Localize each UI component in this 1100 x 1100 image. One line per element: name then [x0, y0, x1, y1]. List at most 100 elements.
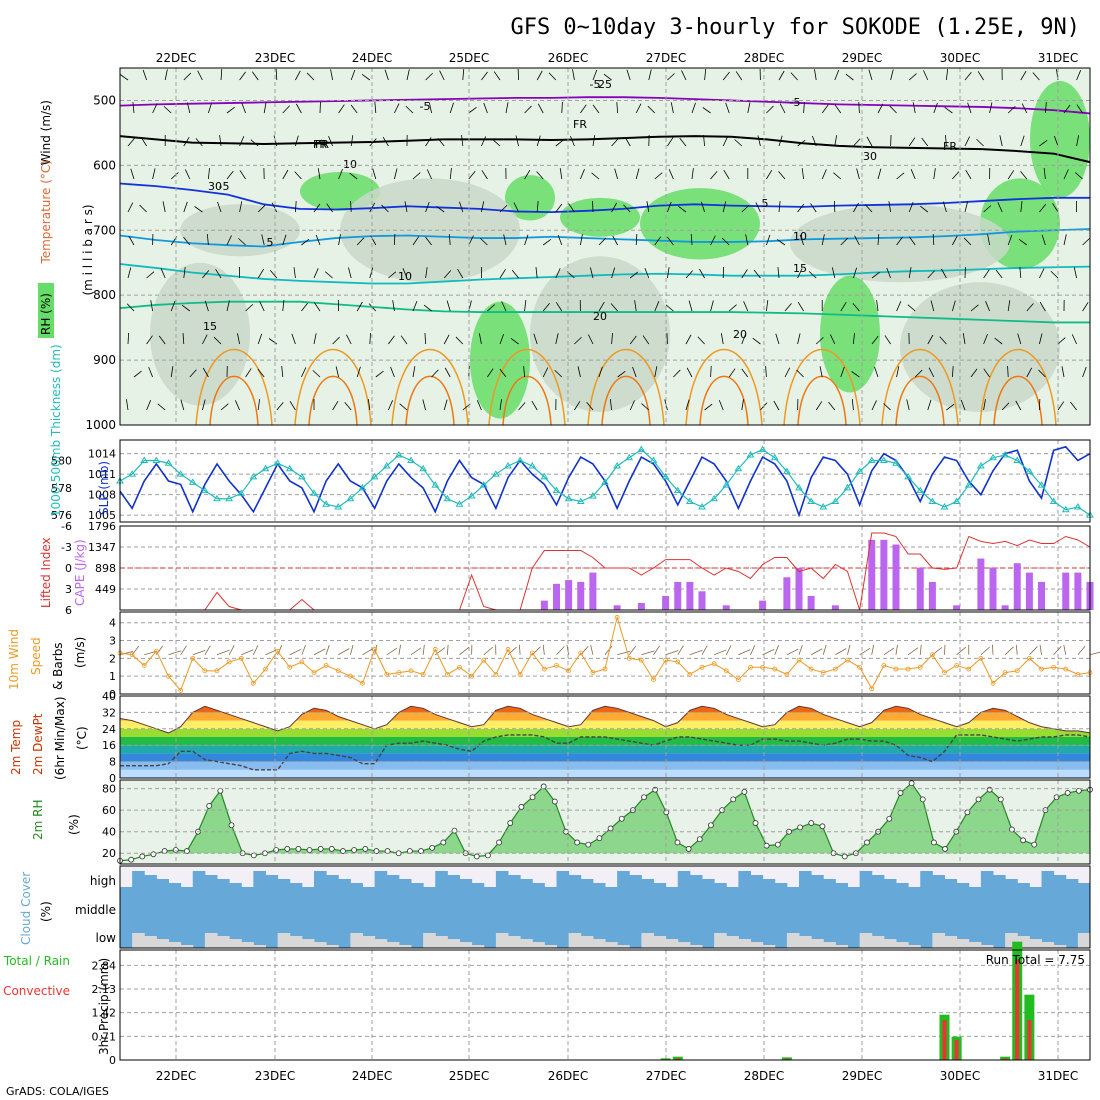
- wind-barb: [983, 205, 992, 213]
- temp-band: [120, 728, 1090, 737]
- wind-speed-point: [626, 655, 632, 661]
- wind-speed-point: [966, 666, 972, 672]
- cloud-low-cell: [641, 933, 654, 948]
- wind-barb: [797, 268, 803, 279]
- surface-wind-barb: [144, 650, 158, 656]
- wind-barb: [877, 234, 880, 246]
- rh2m-point: [1064, 790, 1071, 796]
- cloud-high-cell: [520, 879, 533, 891]
- thickness-point: [782, 467, 791, 474]
- wind-barb: [821, 104, 829, 114]
- wind-barb: [518, 402, 526, 411]
- wind-barb: [412, 172, 421, 180]
- wind-barb: [425, 72, 433, 81]
- wind-speed-point: [917, 664, 923, 670]
- contour-label: 10: [793, 230, 807, 243]
- cloud-low-cell: [568, 933, 582, 948]
- surface-wind-barb: [919, 644, 922, 655]
- cape-bar: [565, 580, 573, 610]
- surface-wind-barb: [762, 648, 775, 656]
- x-tick-label-top: 28DEC: [744, 51, 784, 65]
- wind-barb: [313, 333, 317, 345]
- wind-barb: [784, 367, 791, 378]
- wind-speed-point: [360, 680, 365, 686]
- cloud-low-cell: [520, 939, 533, 948]
- rh2m-point: [975, 796, 982, 803]
- wind-speed-point: [299, 659, 305, 665]
- wind-barb: [944, 107, 953, 114]
- surface-wind-barb: [774, 645, 779, 655]
- wind-barb: [170, 300, 176, 312]
- cloud-low-cell: [289, 936, 303, 948]
- wind-barb: [667, 73, 675, 81]
- wind-barb: [829, 334, 836, 345]
- wind-barb: [554, 369, 563, 378]
- wind-barb: [704, 403, 713, 411]
- wind-barb: [301, 367, 307, 378]
- wind-barb: [868, 69, 873, 81]
- wind-speed-point: [602, 666, 608, 672]
- wind-barb: [778, 171, 786, 180]
- x-tick-label-bottom: 31DEC: [1038, 1069, 1078, 1083]
- y-tick-label-pressure: 900: [93, 353, 116, 367]
- y-label-lifted-index: Lifted Index: [39, 537, 53, 608]
- panel-precip-frame: [119, 949, 1091, 1061]
- y-tick-label-wind: 1: [109, 670, 116, 683]
- wind-speed-point: [699, 664, 705, 670]
- wind-barb: [741, 368, 749, 378]
- wind-barb: [1063, 234, 1067, 246]
- wind-barb: [197, 70, 203, 81]
- cloud-high-cell: [386, 875, 400, 891]
- wind-barb: [294, 171, 302, 180]
- thickness-point: [358, 483, 367, 491]
- series-rh2m-line: [119, 782, 1091, 862]
- cloud-low-cell: [1041, 942, 1055, 948]
- wind-barb: [523, 366, 525, 378]
- wind-barb: [559, 168, 563, 180]
- wind-barb: [194, 206, 203, 213]
- wind-barb: [710, 300, 714, 312]
- rh2m-point: [150, 851, 157, 858]
- surface-wind-barb: [980, 646, 990, 656]
- wind-barb: [140, 137, 147, 147]
- wind-barb: [330, 69, 333, 81]
- wind-barb: [146, 400, 152, 411]
- wind-barb: [257, 333, 263, 345]
- y-label-cape: CAPE (J/kg): [73, 539, 87, 606]
- wind-barb: [877, 168, 882, 180]
- wind-barb: [237, 333, 240, 345]
- cloud-high-cell: [968, 887, 982, 891]
- wind-barb: [282, 105, 290, 114]
- wind-barb: [921, 137, 929, 147]
- precip-convective-bar: [954, 1040, 959, 1060]
- rh2m-point: [518, 804, 525, 810]
- y-tick-label-slp: 1008: [88, 489, 116, 502]
- wind-barb: [259, 301, 265, 312]
- series-lifted-index-line: [120, 532, 1091, 611]
- rh2m-point: [306, 847, 313, 853]
- y-tick-label-wind: 4: [109, 617, 116, 630]
- y-label-dewpt: 2m DewPt: [31, 713, 45, 775]
- wind-barb: [710, 235, 716, 246]
- wind-barb: [1050, 270, 1059, 279]
- wind-barb: [871, 335, 879, 345]
- x-tick-label-bottom: 22DEC: [156, 1069, 196, 1083]
- cloud-high-cell: [301, 887, 315, 891]
- cloud-low-cell: [423, 933, 436, 948]
- wind-barb: [443, 334, 450, 345]
- wind-barb: [896, 236, 903, 246]
- wind-barb: [510, 338, 519, 345]
- cloud-high-cell: [483, 887, 497, 891]
- wind-barb: [1032, 72, 1040, 81]
- wind-barb: [670, 102, 674, 114]
- surface-wind-barb: [410, 647, 422, 656]
- wind-barb: [289, 401, 296, 411]
- wind-barb: [350, 135, 354, 147]
- cape-bar: [892, 544, 900, 610]
- contour-label: -5: [790, 96, 801, 109]
- wind-speed-point: [1026, 655, 1032, 661]
- wind-barb: [960, 399, 966, 411]
- thickness-point: [225, 494, 234, 502]
- wind-barb: [150, 300, 153, 312]
- wind-barb: [346, 334, 352, 345]
